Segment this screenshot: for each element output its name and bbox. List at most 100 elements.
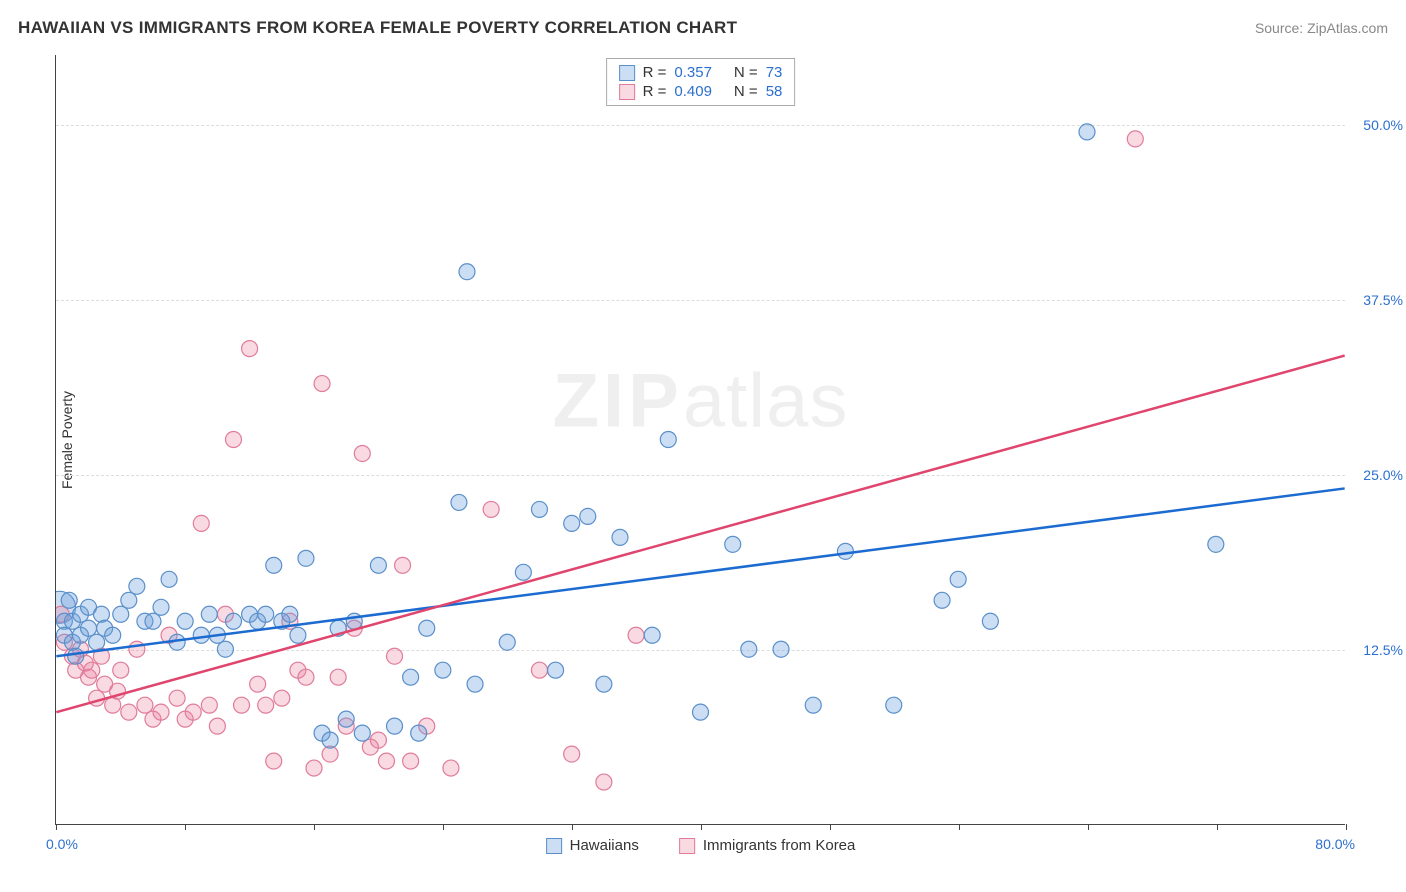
hawaiians-point [68, 648, 84, 664]
hawaiians-point [298, 550, 314, 566]
legend-item-korea: Immigrants from Korea [679, 837, 856, 854]
hawaiians-point [531, 501, 547, 517]
korea-point [137, 697, 153, 713]
hawaiians-point [451, 494, 467, 510]
x-tick [572, 824, 573, 830]
korea-point [201, 697, 217, 713]
hawaiians-point [258, 606, 274, 622]
korea-point [242, 341, 258, 357]
hawaiians-point [886, 697, 902, 713]
bottom-legend: Hawaiians Immigrants from Korea [546, 837, 856, 854]
n-value-korea: 58 [766, 83, 783, 100]
y-tick-label: 12.5% [1363, 642, 1403, 658]
korea-point [443, 760, 459, 776]
hawaiians-point [693, 704, 709, 720]
korea-point [234, 697, 250, 713]
legend-item-hawaiians: Hawaiians [546, 837, 639, 854]
n-value-hawaiians: 73 [766, 64, 783, 81]
hawaiians-point [387, 718, 403, 734]
hawaiians-point [153, 599, 169, 615]
hawaiians-point [411, 725, 427, 741]
korea-point [314, 376, 330, 392]
hawaiians-point [282, 606, 298, 622]
korea-point [121, 704, 137, 720]
x-axis-start-label: 0.0% [46, 836, 78, 852]
hawaiians-point [338, 711, 354, 727]
hawaiians-point [596, 676, 612, 692]
korea-point [84, 662, 100, 678]
korea-point [129, 641, 145, 657]
hawaiians-point [217, 641, 233, 657]
hawaiians-point [459, 264, 475, 280]
korea-point [274, 690, 290, 706]
x-tick [830, 824, 831, 830]
korea-point [113, 662, 129, 678]
hawaiians-point [354, 725, 370, 741]
korea-point [564, 746, 580, 762]
hawaiians-point [145, 613, 161, 629]
hawaiians-trendline [56, 488, 1344, 656]
hawaiians-point [129, 578, 145, 594]
hawaiians-point [837, 543, 853, 559]
legend-label-korea: Immigrants from Korea [703, 837, 856, 854]
hawaiians-point [499, 634, 515, 650]
hawaiians-point [580, 508, 596, 524]
hawaiians-point [93, 606, 109, 622]
hawaiians-point [950, 571, 966, 587]
swatch-hawaiians-icon [546, 838, 562, 854]
hawaiians-point [1079, 124, 1095, 140]
hawaiians-point [266, 557, 282, 573]
korea-point [378, 753, 394, 769]
hawaiians-point [201, 606, 217, 622]
x-tick [1217, 824, 1218, 830]
korea-point [169, 690, 185, 706]
n-label: N = [734, 83, 758, 100]
swatch-hawaiians [619, 65, 635, 81]
hawaiians-point [644, 627, 660, 643]
r-value-korea: 0.409 [674, 83, 712, 100]
korea-trendline [56, 356, 1344, 713]
corr-row-korea: R = 0.409 N = 58 [619, 82, 783, 101]
hawaiians-point [89, 634, 105, 650]
korea-point [258, 697, 274, 713]
x-axis-end-label: 80.0% [1315, 836, 1355, 852]
korea-point [531, 662, 547, 678]
x-tick [443, 824, 444, 830]
hawaiians-point [419, 620, 435, 636]
plot-area: Female Poverty ZIPatlas R = 0.357 N = 73… [55, 55, 1345, 825]
chart-title: HAWAIIAN VS IMMIGRANTS FROM KOREA FEMALE… [18, 18, 737, 38]
hawaiians-point [660, 432, 676, 448]
hawaiians-point [741, 641, 757, 657]
swatch-korea [619, 84, 635, 100]
korea-point [306, 760, 322, 776]
legend-label-hawaiians: Hawaiians [570, 837, 639, 854]
korea-point [266, 753, 282, 769]
korea-point [185, 704, 201, 720]
korea-point [250, 676, 266, 692]
korea-point [225, 432, 241, 448]
korea-point [483, 501, 499, 517]
hawaiians-point [515, 564, 531, 580]
hawaiians-point [113, 606, 129, 622]
korea-point [209, 718, 225, 734]
x-tick [1088, 824, 1089, 830]
hawaiians-point [1208, 536, 1224, 552]
korea-point [330, 669, 346, 685]
hawaiians-point [982, 613, 998, 629]
x-tick [314, 824, 315, 830]
hawaiians-point [121, 592, 137, 608]
hawaiians-point [193, 627, 209, 643]
x-tick [56, 824, 57, 830]
hawaiians-point [370, 557, 386, 573]
korea-point [1127, 131, 1143, 147]
korea-point [354, 445, 370, 461]
hawaiians-point [435, 662, 451, 678]
korea-point [596, 774, 612, 790]
y-tick-label: 37.5% [1363, 292, 1403, 308]
correlation-legend: R = 0.357 N = 73 R = 0.409 N = 58 [606, 58, 796, 106]
hawaiians-point [934, 592, 950, 608]
chart-svg [56, 55, 1345, 824]
r-label: R = [643, 64, 667, 81]
x-tick [959, 824, 960, 830]
hawaiians-point [725, 536, 741, 552]
